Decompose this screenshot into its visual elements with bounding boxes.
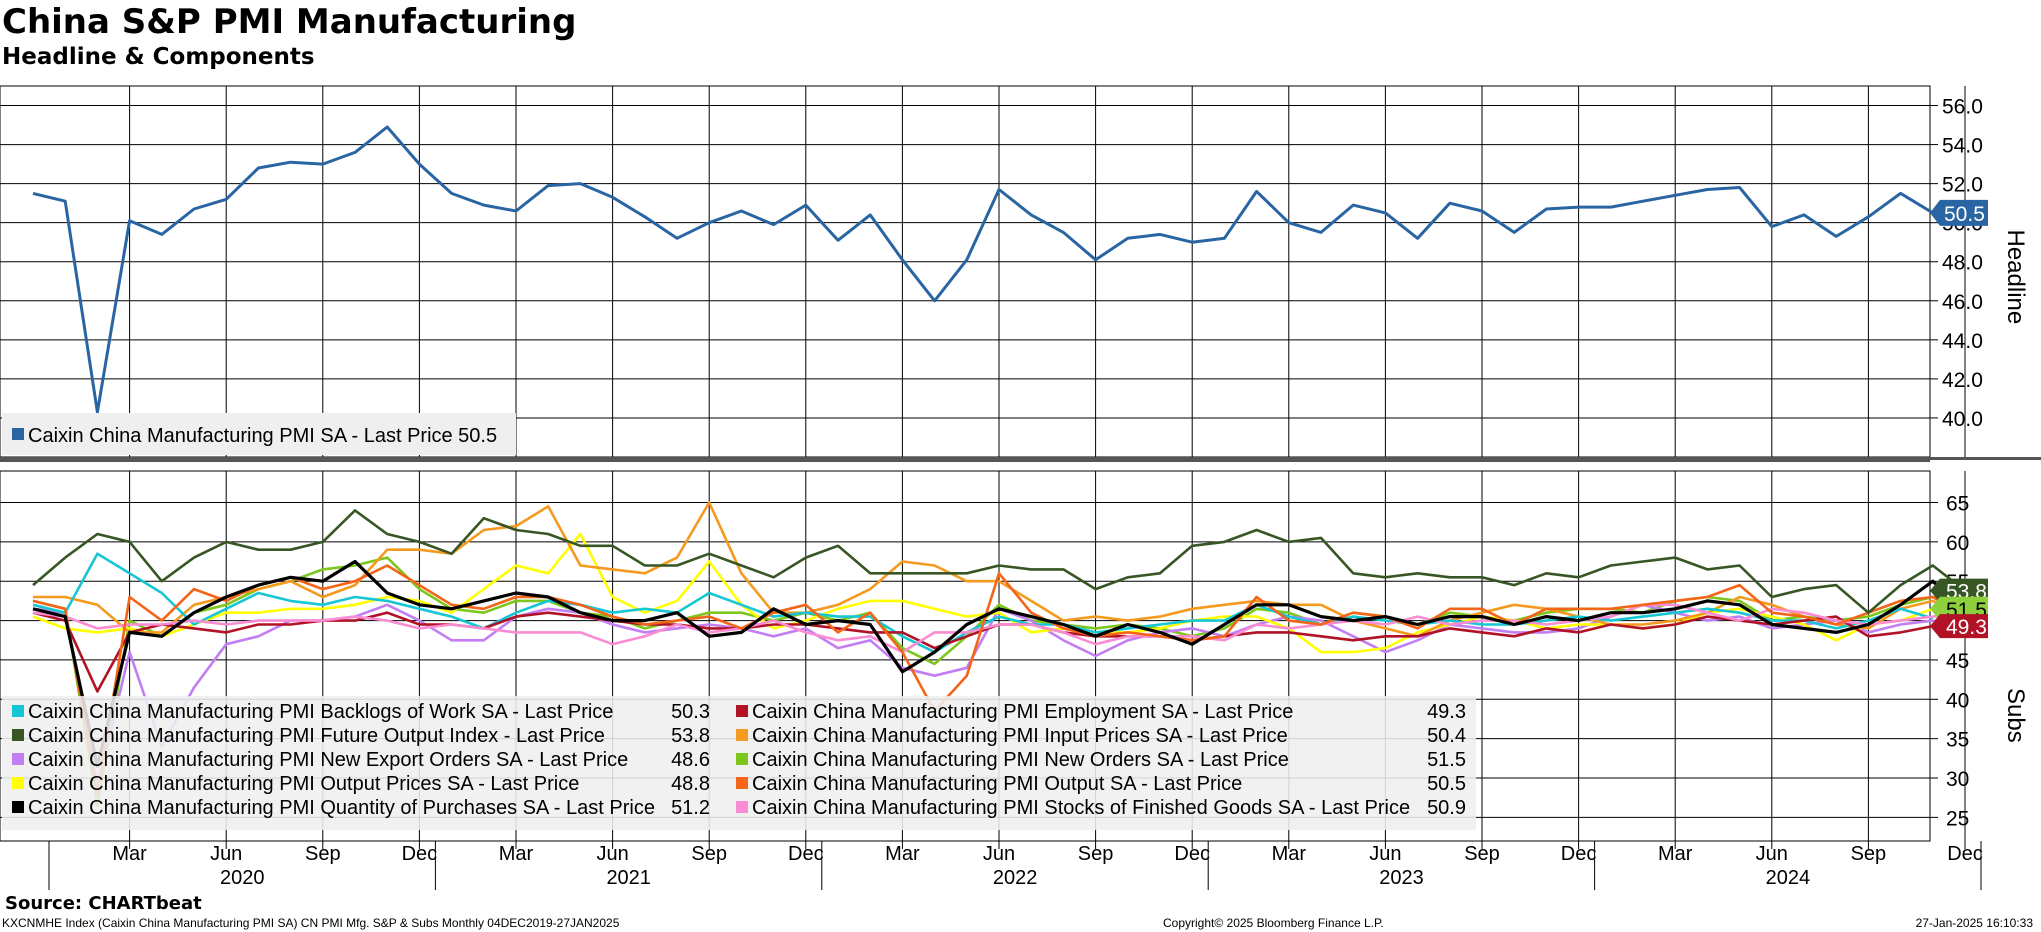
x-tick-label: Dec — [788, 843, 824, 865]
year-label: 2021 — [606, 867, 651, 889]
legend-entry: Caixin China Manufacturing PMI Future Ou… — [28, 725, 605, 747]
x-tick-label: Dec — [1561, 843, 1597, 865]
x-tick-label: Sep — [1851, 843, 1887, 865]
copyright-note: Copyright© 2025 Bloomberg Finance L.P. — [1163, 916, 1384, 930]
y-tick-label: 54.0 — [1942, 135, 1983, 158]
legend-value: 51.5 — [1427, 749, 1466, 771]
x-tick-label: Jun — [1756, 843, 1788, 865]
y-axis-title: Subs — [2002, 688, 2029, 743]
legend-entry: Caixin China Manufacturing PMI New Expor… — [28, 749, 628, 771]
y-tick-label: 44.0 — [1942, 330, 1983, 353]
index-description: KXCNMHE Index (Caixin China Manufacturin… — [2, 916, 620, 930]
headline-panel-grid: 40.042.044.046.048.050.052.054.056.0 — [0, 85, 1983, 458]
legend-value: 48.8 — [671, 773, 710, 795]
subs-legend: Caixin China Manufacturing PMI Backlogs … — [2, 696, 1476, 830]
year-label: 2020 — [220, 867, 265, 889]
legend-value: 50.3 — [671, 701, 710, 723]
y-tick-label: 35 — [1946, 729, 1969, 752]
timestamp: 27-Jan-2025 16:10:33 — [1915, 916, 2033, 930]
legend-value: 50.9 — [1427, 797, 1466, 819]
legend-value: 51.2 — [671, 797, 710, 819]
y-tick-label: 40 — [1946, 689, 1969, 712]
x-tick-label: Dec — [402, 843, 438, 865]
x-tick-label: Mar — [1272, 843, 1307, 865]
legend-swatch — [736, 777, 748, 789]
x-tick-label: Jun — [210, 843, 242, 865]
legend-swatch — [736, 753, 748, 765]
legend-swatch — [12, 729, 24, 741]
x-tick-label: Sep — [1464, 843, 1500, 865]
legend-entry: Caixin China Manufacturing PMI Backlogs … — [28, 701, 613, 723]
series-line — [32, 509, 1966, 615]
last-value-badge — [1930, 614, 1988, 639]
legend-entry: Caixin China Manufacturing PMI Output SA… — [752, 773, 1242, 795]
legend-entry: Caixin China Manufacturing PMI New Order… — [752, 749, 1289, 771]
x-tick-label: Mar — [1658, 843, 1693, 865]
legend-swatch — [12, 753, 24, 765]
legend-swatch — [736, 729, 748, 741]
y-tick-label: 30 — [1946, 768, 1969, 791]
x-tick-label: Jun — [1369, 843, 1401, 865]
y-tick-label: 56.0 — [1942, 96, 1983, 119]
legend-value: 50.5 — [1427, 773, 1466, 795]
y-tick-label: 40.0 — [1942, 408, 1983, 431]
legend-value: 48.6 — [671, 749, 710, 771]
x-tick-label: Dec — [1947, 843, 1983, 865]
legend-swatch — [736, 705, 748, 717]
y-tick-label: 45 — [1946, 650, 1969, 673]
legend-entry: Caixin China Manufacturing PMI SA - Last… — [28, 425, 497, 447]
year-label: 2023 — [1379, 867, 1424, 889]
y-tick-label: 46.0 — [1942, 291, 1983, 314]
y-axis-title: Headline — [2002, 230, 2029, 325]
last-value-badge — [1930, 578, 1988, 603]
x-tick-label: Mar — [112, 843, 147, 865]
x-tick-label: Dec — [1174, 843, 1210, 865]
legend-swatch — [736, 801, 748, 813]
series-line — [33, 501, 1966, 638]
legend-swatch — [12, 801, 24, 813]
x-axis: Mar Jun Sep Dec Mar Jun Sep Dec Mar Jun Sep Dec Mar J… — [0, 840, 1983, 890]
y-tick-label: 60 — [1946, 532, 1969, 555]
x-tick-label: Mar — [499, 843, 534, 865]
last-value-label: 49.3 — [1946, 616, 1987, 639]
legend-entry: Caixin China Manufacturing PMI Stocks of… — [752, 797, 1410, 819]
headline-legend: Caixin China Manufacturing PMI SA - Last… — [2, 413, 516, 455]
legend-entry: Caixin China Manufacturing PMI Output Pr… — [28, 773, 579, 795]
y-tick-label: 42.0 — [1942, 369, 1983, 392]
series-line — [32, 611, 1934, 693]
legend-swatch — [12, 428, 24, 440]
x-tick-label: Sep — [691, 843, 727, 865]
last-value-label: 50.5 — [1944, 203, 1985, 226]
x-tick-label: Mar — [885, 843, 920, 865]
page-title: China S&P PMI Manufacturing — [2, 2, 577, 42]
legend-swatch — [12, 777, 24, 789]
x-tick-label: Sep — [1078, 843, 1114, 865]
y-tick-label: 52.0 — [1942, 174, 1983, 197]
legend-background — [2, 413, 516, 455]
legend-swatch — [12, 705, 24, 717]
x-tick-label: Sep — [305, 843, 341, 865]
legend-entry: Caixin China Manufacturing PMI Quantity … — [28, 797, 655, 819]
legend-entry: Caixin China Manufacturing PMI Input Pri… — [752, 725, 1288, 747]
page-subtitle: Headline & Components — [2, 44, 315, 70]
source-note: Source: CHARTbeat — [5, 893, 202, 914]
year-label: 2022 — [993, 867, 1038, 889]
legend-value: 49.3 — [1427, 701, 1466, 723]
y-tick-label: 48.0 — [1942, 252, 1983, 275]
y-tick-label: 25 — [1946, 807, 1969, 830]
y-tick-label: 65 — [1946, 492, 1969, 515]
year-label: 2024 — [1766, 867, 1811, 889]
headline-series-line — [32, 125, 1934, 414]
legend-entry: Caixin China Manufacturing PMI Employmen… — [752, 701, 1293, 723]
panel-divider-extension — [0, 457, 2041, 460]
last-value-badge — [1930, 199, 1988, 226]
legend-value: 53.8 — [671, 725, 710, 747]
series-line — [32, 559, 1967, 768]
x-tick-label: Jun — [983, 843, 1015, 865]
headline-panel-frame — [0, 85, 1931, 458]
x-tick-label: Jun — [596, 843, 628, 865]
series-line — [32, 564, 1966, 796]
legend-value: 50.4 — [1427, 725, 1466, 747]
